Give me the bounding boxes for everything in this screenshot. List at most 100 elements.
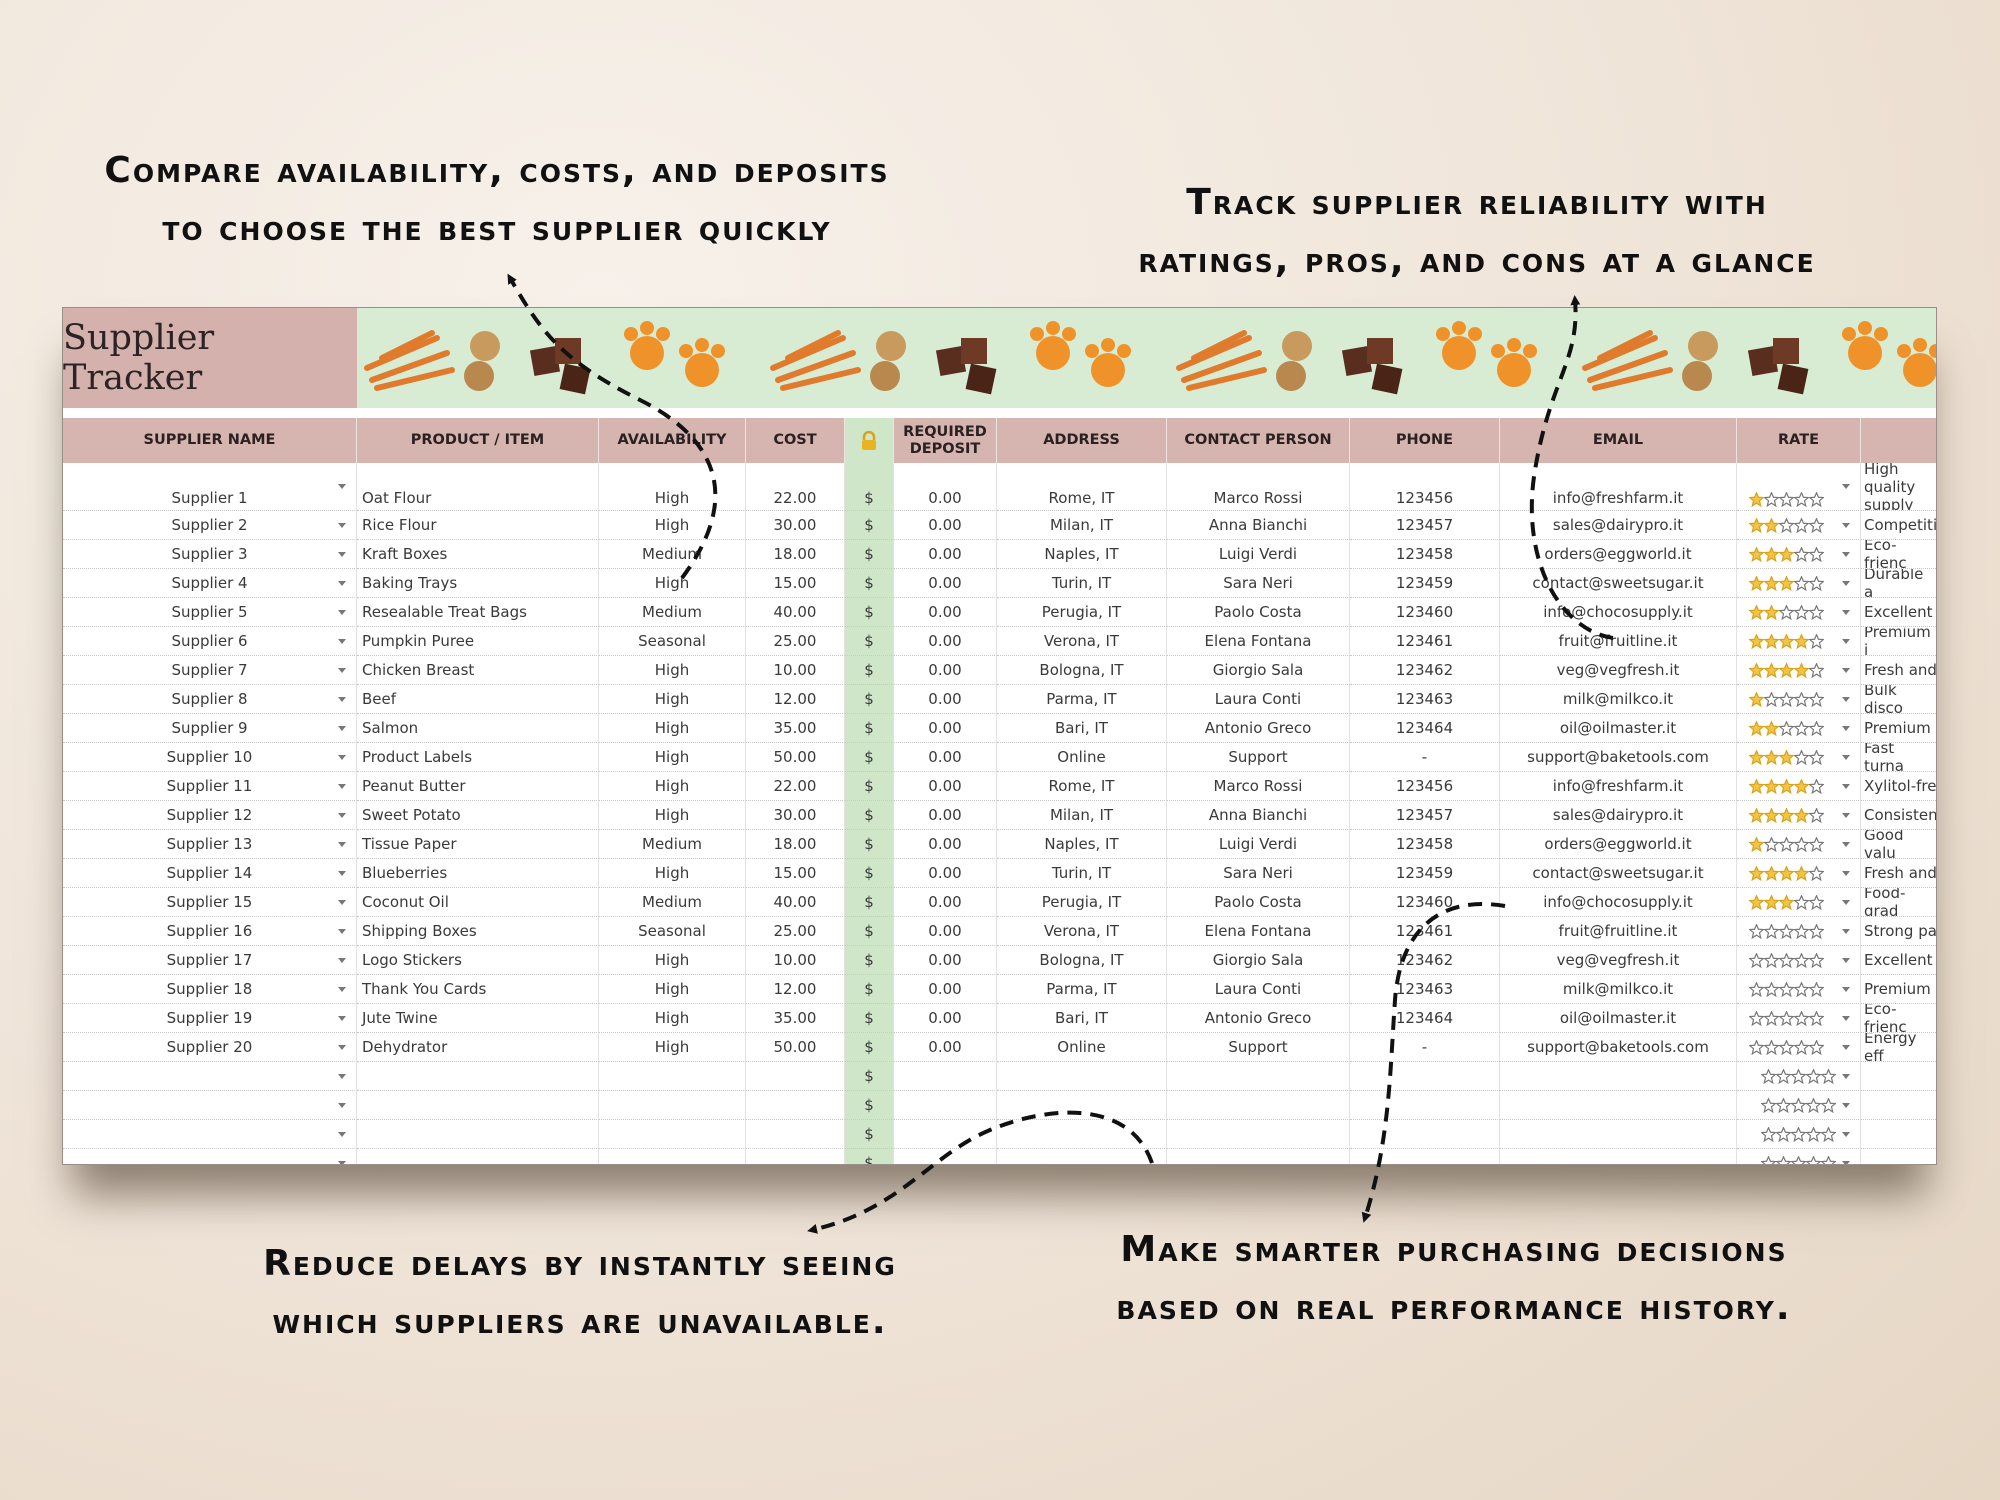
dropdown — [1842, 957, 1850, 963]
star — [1809, 546, 1824, 562]
star — [1779, 1010, 1794, 1026]
star — [1809, 720, 1824, 736]
cell: 123463 — [1350, 685, 1500, 714]
cell: 10.00 — [746, 656, 845, 685]
star — [1806, 1155, 1821, 1164]
rating — [1737, 656, 1861, 685]
star — [1764, 981, 1779, 997]
dropdown — [338, 484, 346, 489]
dropdown — [338, 1161, 346, 1164]
rating — [1737, 772, 1861, 801]
cell: Bari, IT — [997, 714, 1167, 743]
caption-line: Track supplier reliability with — [1186, 182, 1768, 223]
rating — [1737, 685, 1861, 714]
rating — [1737, 743, 1861, 772]
cell: Jute Twine — [357, 1004, 599, 1033]
empty-cell — [1350, 1091, 1500, 1120]
empty-cell — [746, 1149, 845, 1164]
star — [1764, 720, 1779, 736]
dropdown — [1842, 696, 1850, 702]
cell: High — [599, 463, 746, 511]
empty-cell — [1350, 1149, 1500, 1164]
star — [1794, 633, 1809, 649]
cell: 0.00 — [894, 888, 997, 917]
column-header: RATE — [1737, 418, 1861, 463]
cell: Shipping Boxes — [357, 917, 599, 946]
star — [1764, 633, 1779, 649]
supplier-cell: Supplier 20 — [63, 1033, 357, 1062]
star — [1764, 923, 1779, 939]
cell: Peanut Butter — [357, 772, 599, 801]
dropdown — [1842, 667, 1850, 673]
cell: Premium i — [1861, 627, 1936, 656]
currency-cell: $ — [845, 1033, 894, 1062]
cell: Strong pa — [1861, 917, 1936, 946]
supplier-cell: Supplier 11 — [63, 772, 357, 801]
cell: 22.00 — [746, 772, 845, 801]
column-header: PHONE — [1350, 418, 1500, 463]
column-header: REQUIRED DEPOSIT — [894, 418, 997, 463]
star — [1749, 492, 1764, 507]
dropdown — [338, 899, 346, 905]
cell: High — [599, 714, 746, 743]
cell: Laura Conti — [1167, 685, 1350, 714]
currency-cell: $ — [845, 656, 894, 685]
dropdown — [1842, 986, 1850, 992]
currency-cell: $ — [845, 830, 894, 859]
star — [1779, 492, 1794, 507]
star — [1764, 492, 1779, 507]
currency-cell: $ — [845, 1004, 894, 1033]
star — [1809, 575, 1824, 591]
rating — [1737, 917, 1861, 946]
dropdown — [1842, 609, 1850, 615]
star — [1794, 894, 1809, 910]
currency-cell: $ — [845, 975, 894, 1004]
cell: Energy eff — [1861, 1033, 1936, 1062]
cell: 0.00 — [894, 975, 997, 1004]
column-header: SUPPLIER NAME — [63, 418, 357, 463]
supplier-cell: Supplier 4 — [63, 569, 357, 598]
cell: 15.00 — [746, 569, 845, 598]
cell: 123459 — [1350, 569, 1500, 598]
cell: 0.00 — [894, 917, 997, 946]
cell: 18.00 — [746, 540, 845, 569]
cell: High — [599, 685, 746, 714]
star — [1779, 691, 1794, 707]
star — [1794, 492, 1809, 507]
cell: 0.00 — [894, 772, 997, 801]
cell: 0.00 — [894, 627, 997, 656]
star — [1779, 604, 1794, 620]
cell: fruit@fruitline.it — [1500, 627, 1737, 656]
star — [1809, 1039, 1824, 1055]
cell: Resealable Treat Bags — [357, 598, 599, 627]
cell: 123459 — [1350, 859, 1500, 888]
cell: Milan, IT — [997, 511, 1167, 540]
star — [1764, 546, 1779, 562]
star — [1749, 517, 1764, 533]
cell: Rice Flour — [357, 511, 599, 540]
cell: 0.00 — [894, 511, 997, 540]
cell: 123460 — [1350, 598, 1500, 627]
star — [1791, 1155, 1806, 1164]
empty-cell — [746, 1120, 845, 1149]
cell: High — [599, 859, 746, 888]
star — [1794, 720, 1809, 736]
currency-cell: $ — [845, 685, 894, 714]
spreadsheet: Supplier Tracker — [62, 307, 1937, 1165]
star — [1764, 575, 1779, 591]
dropdown — [338, 841, 346, 847]
star — [1809, 952, 1824, 968]
cell: Bulk disco — [1861, 685, 1936, 714]
cell: Paolo Costa — [1167, 888, 1350, 917]
currency-cell: $ — [845, 772, 894, 801]
star — [1794, 749, 1809, 765]
star — [1761, 1126, 1776, 1142]
cell: Eco-frienc — [1861, 540, 1936, 569]
star — [1779, 952, 1794, 968]
rating — [1737, 569, 1861, 598]
cell: 0.00 — [894, 540, 997, 569]
currency-cell: $ — [845, 540, 894, 569]
cell: 123463 — [1350, 975, 1500, 1004]
star — [1749, 546, 1764, 562]
star — [1749, 952, 1764, 968]
